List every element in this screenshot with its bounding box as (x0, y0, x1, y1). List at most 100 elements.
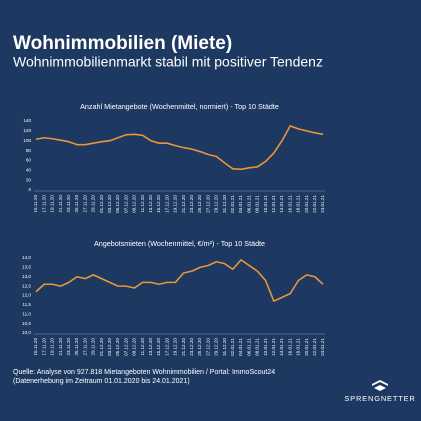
y-tick-label: 10,0 (22, 330, 31, 335)
y-tick-label: 11,5 (22, 302, 31, 307)
x-tick-label: 17.11.20 (41, 338, 46, 356)
logo-icon (372, 380, 388, 386)
x-tick-label: 31.12.20 (222, 338, 227, 356)
x-tick-label: 16.01.21 (287, 338, 292, 356)
x-tick-label: 10.01.21 (263, 195, 268, 213)
y-tick-label: 12,0 (22, 293, 31, 298)
y-tick-label: 80 (26, 148, 32, 153)
logo: SPRENGNETTER (344, 380, 415, 403)
x-tick-label: 09.12.20 (132, 338, 137, 356)
x-tick-label: 02.01.21 (230, 338, 235, 356)
x-tick-label: 22.01.21 (312, 195, 317, 213)
x-tick-label: 23.11.20 (66, 338, 71, 356)
x-tick-label: 13.12.20 (148, 338, 153, 356)
x-tick-label: 21.12.20 (181, 338, 186, 356)
x-tick-label: 08.01.21 (255, 338, 260, 356)
x-tick-label: 14.01.21 (279, 338, 284, 356)
x-tick-label: 06.01.21 (246, 338, 251, 356)
x-tick-label: 29.12.20 (214, 338, 219, 356)
x-tick-label: 02.01.21 (230, 195, 235, 213)
data-line (35, 259, 324, 302)
x-tick-label: 07.12.20 (123, 338, 128, 356)
x-tick-label: 01.12.20 (99, 338, 104, 356)
y-tick-label: 20 (26, 177, 32, 182)
x-tick-label: 13.12.20 (148, 195, 153, 213)
x-tick-label: 25.12.20 (197, 195, 202, 213)
x-tick-label: 29.11.20 (91, 195, 96, 213)
logo-icon (374, 385, 386, 391)
x-tick-label: 25.12.20 (197, 338, 202, 356)
x-tick-label: 23.12.20 (189, 338, 194, 356)
x-tick-label: 18.01.21 (296, 338, 301, 356)
x-tick-label: 24.01.21 (320, 338, 325, 356)
y-tick-label: 100 (23, 138, 31, 143)
page-title: Wohnimmobilien (Miete) (13, 33, 232, 54)
y-tick-label: 13,0 (22, 274, 31, 279)
x-tick-label: 19.12.20 (173, 338, 178, 356)
logo-text: SPRENGNETTER (344, 394, 415, 403)
x-tick-label: 19.11.20 (50, 338, 55, 356)
x-tick-label: 17.11.20 (41, 195, 46, 213)
x-tick-label: 15.11.20 (33, 338, 38, 356)
x-tick-label: 25.11.20 (74, 195, 79, 213)
x-tick-label: 21.11.20 (58, 195, 63, 213)
x-tick-label: 17.12.20 (164, 338, 169, 356)
x-tick-label: 12.01.21 (271, 338, 276, 356)
x-tick-label: 27.12.20 (205, 338, 210, 356)
x-tick-label: 23.11.20 (66, 195, 71, 213)
y-tick-label: 0 (28, 187, 31, 192)
x-tick-label: 22.01.21 (312, 338, 317, 356)
x-tick-label: 04.01.21 (238, 338, 243, 356)
x-tick-label: 24.01.21 (320, 195, 325, 213)
x-tick-label: 31.12.20 (222, 195, 227, 213)
y-tick-label: 11,0 (22, 311, 31, 316)
y-tick-label: 140 (23, 118, 31, 123)
x-tick-label: 05.12.20 (115, 195, 120, 213)
x-tick-label: 29.11.20 (91, 338, 96, 356)
page-subtitle: Wohnimmobilienmarkt stabil mit positiver… (13, 54, 323, 70)
x-tick-label: 27.12.20 (205, 195, 210, 213)
x-tick-label: 15.11.20 (33, 195, 38, 213)
y-tick-label: 10,5 (22, 321, 31, 326)
x-tick-label: 20.01.21 (304, 195, 309, 213)
x-tick-label: 20.01.21 (304, 338, 309, 356)
y-tick-label: 13,5 (22, 265, 31, 270)
x-tick-label: 09.12.20 (132, 195, 137, 213)
source-note: Quelle: Analyse von 927.818 Mietangebote… (13, 369, 275, 376)
x-tick-label: 25.11.20 (74, 338, 79, 356)
x-tick-label: 27.11.20 (82, 338, 87, 356)
x-tick-label: 19.11.20 (50, 195, 55, 213)
x-tick-label: 21.11.20 (58, 338, 63, 356)
chart-title: Anzahl Mietangebote (Wochenmittel, normi… (80, 102, 279, 111)
x-tick-label: 03.12.20 (107, 338, 112, 356)
x-tick-label: 12.01.21 (271, 195, 276, 213)
x-tick-label: 19.12.20 (173, 195, 178, 213)
x-tick-label: 14.01.21 (279, 195, 284, 213)
y-tick-label: 120 (23, 128, 31, 133)
x-tick-label: 11.12.20 (140, 195, 145, 213)
chart-title: Angebotsmieten (Wochenmittel, €/m²) - To… (94, 239, 265, 248)
x-tick-label: 27.11.20 (82, 195, 87, 213)
x-tick-label: 01.12.20 (99, 195, 104, 213)
period-note: (Datenerhebung im Zeitraum 01.01.2020 bi… (13, 378, 190, 385)
x-tick-label: 15.12.20 (156, 338, 161, 356)
x-tick-label: 16.01.21 (287, 195, 292, 213)
x-tick-label: 17.12.20 (164, 195, 169, 213)
x-tick-label: 21.12.20 (181, 195, 186, 213)
x-tick-label: 06.01.21 (246, 195, 251, 213)
x-tick-label: 11.12.20 (140, 338, 145, 356)
x-tick-label: 04.01.21 (238, 195, 243, 213)
y-tick-label: 40 (26, 168, 32, 173)
y-tick-label: 60 (26, 158, 32, 163)
x-tick-label: 29.12.20 (214, 195, 219, 213)
x-tick-label: 18.01.21 (296, 195, 301, 213)
x-tick-label: 10.01.21 (263, 338, 268, 356)
y-tick-label: 14,0 (22, 255, 31, 260)
x-tick-label: 03.12.20 (107, 195, 112, 213)
x-tick-label: 05.12.20 (115, 338, 120, 356)
data-line (35, 125, 324, 171)
y-tick-label: 12,5 (22, 283, 31, 288)
x-tick-label: 07.12.20 (123, 195, 128, 213)
